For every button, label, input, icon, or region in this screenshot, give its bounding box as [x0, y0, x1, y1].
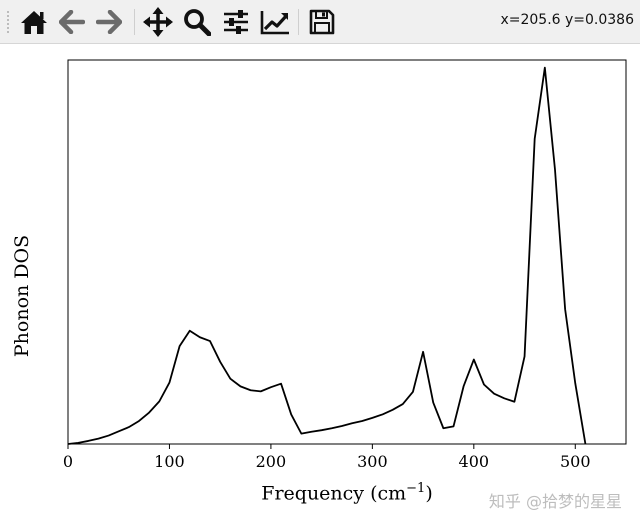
toolbar-separator — [134, 9, 135, 35]
watermark-text: 知乎 @拾梦的星星 — [488, 492, 622, 511]
arrow-left-icon — [59, 10, 85, 34]
save-button[interactable] — [306, 6, 338, 38]
back-button[interactable] — [56, 6, 88, 38]
x-axis-label-suffix: ) — [425, 482, 433, 505]
configure-subplots-button[interactable] — [220, 6, 252, 38]
line-chart-icon — [260, 11, 289, 35]
home-button[interactable] — [18, 6, 50, 38]
x-tick-label: 200 — [256, 452, 287, 471]
x-tick-label: 500 — [560, 452, 591, 471]
x-tick-label: 100 — [154, 452, 185, 471]
sliders-icon — [224, 10, 248, 34]
home-icon — [21, 11, 47, 34]
x-axis-label-exponent: −1 — [406, 481, 426, 496]
forward-button[interactable] — [93, 6, 125, 38]
y-axis-label: Phonon DOS — [4, 104, 40, 488]
x-axis-label: Frequency (cm−1) — [68, 481, 626, 504]
y-axis-label-text: Phonon DOS — [11, 234, 33, 358]
move-icon — [143, 7, 173, 37]
x-tick-label: 300 — [357, 452, 388, 471]
magnifier-icon — [184, 9, 211, 36]
pan-button[interactable] — [142, 6, 174, 38]
x-tick-label: 0 — [63, 452, 73, 471]
floppy-disk-icon — [309, 9, 335, 35]
phonon-dos-chart[interactable]: 0 100 200 300 400 500 — [0, 44, 640, 525]
figure-canvas[interactable]: 0 100 200 300 400 500 Phonon DOS Frequency (c… — [0, 44, 640, 525]
toolbar-grip-handle[interactable] — [6, 10, 10, 34]
edit-axis-button[interactable] — [259, 6, 291, 38]
x-axis-label-text: Frequency (cm — [261, 482, 407, 505]
navigation-toolbar: x=205.6 y=0.0386 — [0, 0, 640, 44]
dos-series-line — [67, 66, 587, 445]
cursor-coordinates-readout: x=205.6 y=0.0386 — [500, 12, 634, 28]
zoom-button[interactable] — [181, 6, 213, 38]
x-axis-ticks: 0 100 200 300 400 500 — [63, 444, 591, 471]
x-tick-label: 400 — [459, 452, 490, 471]
toolbar-separator — [298, 9, 299, 35]
arrow-right-icon — [96, 10, 122, 34]
axes-frame — [67, 59, 627, 445]
